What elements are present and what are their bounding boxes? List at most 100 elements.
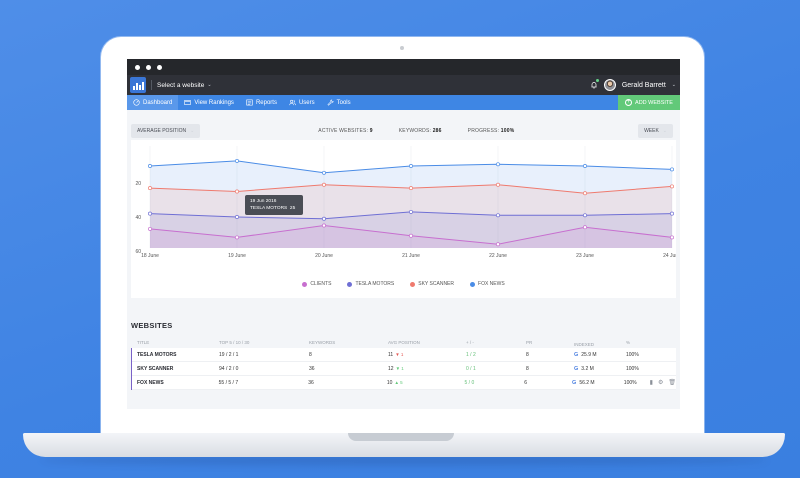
header-top[interactable]: TOP 5 / 10 / 30 [219,340,250,345]
websites-title: WEBSITES [131,321,173,330]
cell-title: TESLA MOTORS [137,351,177,358]
chevron-down-icon[interactable]: ⌄ [671,82,676,88]
legend-swatch [470,281,476,287]
header-plus-minus[interactable]: + / - [466,340,474,345]
data-point [322,182,326,187]
divider [151,80,152,90]
summary-stats: ACTIVE WEBSITES: 9 KEYWORDS: 286 PROGRES… [318,128,514,134]
legend-label: TESLA MOTORS [355,281,395,287]
x-tick-label: 23 June [576,253,594,259]
data-point [148,226,152,231]
chevron-down-icon: ⌄ [662,128,667,134]
data-point [322,216,326,221]
window-dot-close[interactable] [135,64,140,70]
data-point [235,235,239,240]
period-select-label: WEEK [644,128,659,134]
stat-keywords: KEYWORDS: 286 [398,128,442,134]
table-row[interactable]: TESLA MOTORS 19 / 2 / 1 8 11 ▼ 1 1 / 2 8 G 25.9 … [131,348,676,362]
table-row[interactable]: FOX NEWS 55 / 5 / 7 36 10 ▲ 5 5 / 0 6 G 56.2 M 10… [131,376,676,390]
period-select[interactable]: WEEK ⌄ [638,124,673,138]
header-pr[interactable]: PR [526,340,533,345]
x-tick-label: 24 June [663,253,676,259]
trash-icon[interactable]: 🗑 [668,380,676,386]
y-tick-label: 20 [135,181,141,187]
chart-toolbar: AVERAGE POSITION ⌄ ACTIVE WEBSITES: 9 KE… [131,124,673,138]
website-select-label: Select a website [157,81,205,89]
data-point [148,186,152,191]
header-indexed[interactable]: INDEXED [574,341,595,347]
tooltip-date: 19 Jun 2016 [250,199,277,204]
stats-icon[interactable]: ▮ [649,380,653,386]
metric-select-label: AVERAGE POSITION [137,128,187,134]
legend-label: SKY SCANNER [418,281,455,287]
data-point [670,211,674,216]
legend-item[interactable]: CLIENTS [302,281,331,287]
cell-top: 19 / 2 / 1 [219,351,239,358]
data-point [583,191,587,196]
google-icon: G [572,379,577,386]
header-keywords[interactable]: KEYWORDS [309,340,336,345]
x-tick-label: 20 June [315,253,333,259]
chart-canvas: 18 June 19 June 20 June 21 June 22 June 23 Ju… [135,146,676,259]
cell-indexed: G 56.2 M [572,379,595,386]
nav-view-rankings-label: View Rankings [194,99,234,106]
window-dot-maximize[interactable] [157,64,162,70]
header-percent[interactable]: % [626,340,631,345]
data-point [496,162,500,167]
cell-pr: 6 [524,379,528,386]
average-position-chart: 18 June 19 June 20 June 21 June 22 June 23 Ju… [131,140,676,298]
nav-users[interactable]: Users [283,95,321,110]
add-website-button[interactable]: + ADD WEBSITE [618,95,680,110]
data-point [409,164,413,168]
data-point [409,233,413,238]
gear-icon[interactable]: ⚙ [657,380,664,386]
cell-plus-minus: 0 / 1 [466,365,476,372]
data-point [670,184,674,189]
legend-swatch [302,281,308,287]
stat-progress: PROGRESS: 100% [467,128,515,134]
legend-item[interactable]: TESLA MOTORS [347,281,394,287]
nav-reports[interactable]: Reports [240,95,283,110]
header-avg-position[interactable]: AVG POSITION [388,340,420,345]
nav-dashboard[interactable]: Dashboard [127,95,179,110]
cell-avg-position: 10 ▲ 5 [386,379,403,386]
y-tick-label: 60 [135,249,141,255]
cell-percent: 100% [623,379,637,386]
notification-badge [595,79,599,82]
table-row[interactable]: SKY SCANNER 94 / 2 / 0 36 12 ▼ 1 0 / 1 8 G 3.2 M… [131,362,676,376]
cell-title: FOX NEWS [137,379,164,386]
laptop-notch [348,433,454,441]
website-select[interactable]: Select a website ⌄ [157,82,212,89]
cell-pr: 8 [526,351,529,358]
nav-users-label: Users [298,99,315,106]
series-area-fox-news [150,160,672,248]
avatar[interactable] [603,79,616,91]
users-icon [289,99,296,106]
row-actions: ▮ ⚙ 🗑 [650,379,676,386]
app-logo-icon[interactable] [130,77,146,93]
legend-item[interactable]: SKY SCANNER [410,281,454,287]
app-screen: Select a website ⌄ Gerald Barrett ⌄ Dash… [127,59,680,409]
cell-plus-minus: 1 / 2 [466,351,476,358]
metric-select[interactable]: AVERAGE POSITION ⌄ [131,124,201,138]
window-dot-minimize[interactable] [146,64,151,70]
main-nav: Dashboard View Rankings Reports Users To… [127,95,680,110]
data-point [496,242,500,247]
legend-label: FOX NEWS [478,281,505,287]
dashboard-icon [133,99,140,106]
cell-top: 94 / 2 / 0 [219,365,239,372]
stat-active-websites: ACTIVE WEBSITES: 9 [318,128,373,134]
nav-tools[interactable]: Tools [321,95,357,110]
data-point [670,235,674,240]
bell-icon[interactable] [590,79,599,89]
x-tick-label: 21 June [402,253,420,259]
header-title[interactable]: TITLE [137,340,150,345]
user-name[interactable]: Gerald Barrett [621,81,666,89]
cell-indexed: G 3.2 M [574,365,594,372]
legend-item[interactable]: FOX NEWS [470,281,505,287]
websites-section: WEBSITES TITLE TOP 5 / 10 / 30 KEYWORDS … [131,321,676,390]
cell-title: SKY SCANNER [137,365,174,372]
nav-view-rankings[interactable]: View Rankings [178,95,240,110]
cell-avg-position: 11 ▼ 1 [388,351,404,358]
data-point [148,164,152,168]
